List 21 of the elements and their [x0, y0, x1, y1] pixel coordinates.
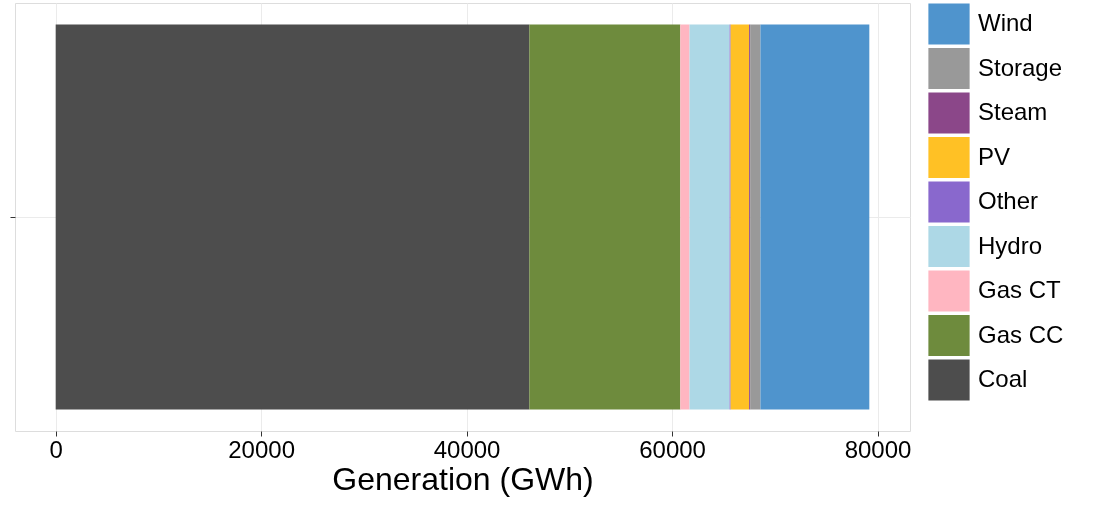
legend-label: Storage — [978, 53, 1063, 81]
x-tick-label: 20000 — [228, 435, 296, 463]
x-tick-label: 0 — [49, 435, 63, 463]
legend-label: Other — [978, 187, 1039, 214]
bar — [529, 24, 681, 410]
legend-label: Gas CC — [978, 320, 1064, 348]
bar — [760, 24, 870, 410]
legend-label: Wind — [978, 9, 1033, 36]
bar — [689, 24, 730, 410]
x-axis-title: Generation (GWh) — [332, 460, 594, 497]
bar — [680, 24, 690, 410]
legend-label: Gas CT — [978, 276, 1062, 303]
x-tick-label: 40000 — [433, 435, 501, 463]
x-tick-label: 80000 — [844, 435, 912, 463]
x-tick-label: 60000 — [639, 435, 706, 463]
legend-label: PV — [978, 142, 1011, 170]
bar — [750, 24, 761, 410]
legend-label: Coal — [978, 365, 1028, 392]
legend-label: Hydro — [978, 231, 1043, 259]
legend-label: Steam — [978, 98, 1048, 125]
bar — [730, 24, 750, 410]
